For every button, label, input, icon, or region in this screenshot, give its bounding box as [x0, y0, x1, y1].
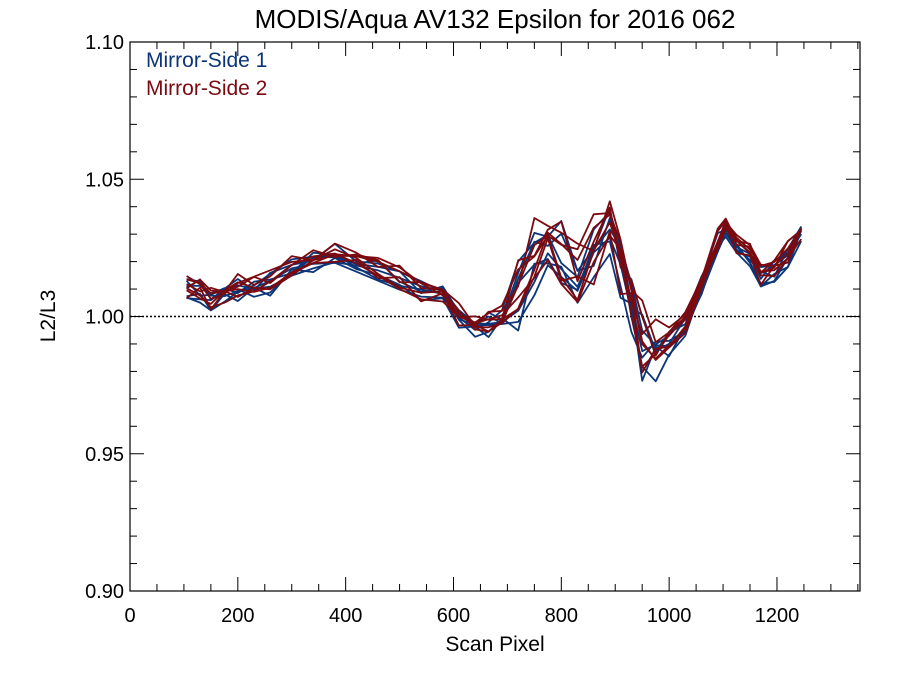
series-line [186, 200, 802, 344]
series-1 [185, 206, 803, 383]
y-axis: 0.90 0.95 1.00 1.05 1.10 [85, 32, 860, 603]
series-line [186, 225, 803, 383]
x-tick-label: 200 [221, 605, 254, 627]
y-tick-label: 0.95 [85, 444, 124, 466]
x-tick-label: 0 [124, 605, 135, 627]
chart-title: MODIS/Aqua AV132 Epsilon for 2016 062 [255, 4, 736, 34]
series-2 [186, 200, 803, 374]
series-layer [185, 200, 803, 383]
x-axis: 0 200 400 600 800 1000 1200 [124, 42, 859, 627]
y-tick-label: 1.10 [85, 32, 124, 54]
x-tick-label: 400 [329, 605, 362, 627]
x-tick-label: 1000 [647, 605, 692, 627]
series-line [186, 221, 803, 368]
y-tick-label: 0.90 [85, 581, 124, 603]
x-tick-label: 800 [545, 605, 578, 627]
y-tick-label: 1.05 [85, 169, 124, 191]
y-tick-label: 1.00 [85, 307, 124, 329]
series-line [186, 212, 802, 336]
x-axis-title: Scan Pixel [445, 633, 544, 656]
series-line [186, 213, 802, 360]
legend-entry-mirror-side-1: Mirror-Side 1 [146, 49, 267, 72]
y-axis-title: L2/L3 [37, 290, 60, 343]
series-line [186, 224, 802, 361]
legend-entry-mirror-side-2: Mirror-Side 2 [146, 77, 267, 100]
series-line [186, 226, 803, 359]
series-line [186, 206, 802, 353]
x-tick-label: 1200 [755, 605, 800, 627]
legend: Mirror-Side 1 Mirror-Side 2 [146, 49, 267, 100]
series-line [186, 223, 803, 374]
x-tick-label: 600 [437, 605, 470, 627]
